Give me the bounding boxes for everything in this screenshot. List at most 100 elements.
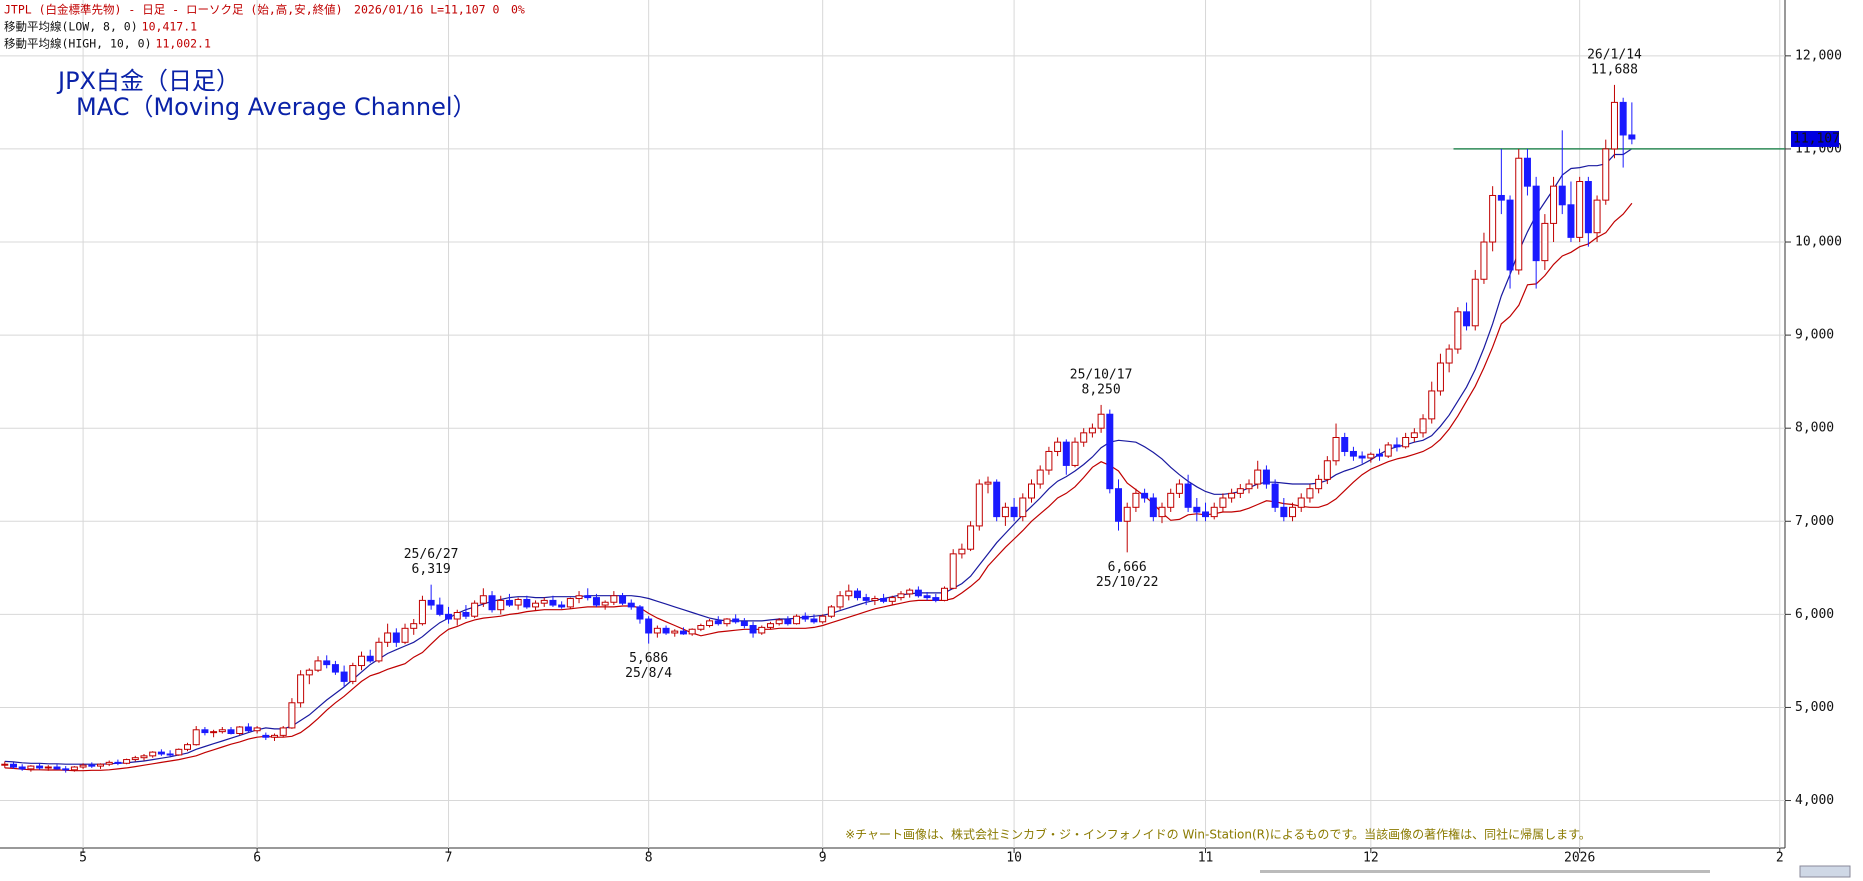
candle-body xyxy=(1515,157,1523,271)
candle-body xyxy=(558,604,566,608)
candle-body xyxy=(149,751,157,757)
candle-body xyxy=(993,481,1001,518)
candle-body xyxy=(1384,444,1392,457)
x-tick-label: 6 xyxy=(253,851,261,866)
candle-body xyxy=(619,595,627,604)
candle-body xyxy=(1541,222,1549,262)
candle-body xyxy=(1001,506,1009,518)
footnote: ※チャート画像は、株式会社ミンカブ・ジ・インフォノイドの Win-Station… xyxy=(845,827,1591,842)
candle-body xyxy=(1349,450,1357,457)
scrollbar[interactable] xyxy=(1260,870,1710,873)
candle-body xyxy=(1,763,9,766)
candle-body xyxy=(1376,453,1384,457)
candle-body xyxy=(1071,441,1079,466)
candle-body xyxy=(888,597,896,602)
annotation-value: 6,319 xyxy=(412,562,451,577)
candle-body xyxy=(740,621,748,627)
candle-body xyxy=(410,623,418,629)
y-tick-label: 6,000 xyxy=(1795,607,1834,622)
candle-body xyxy=(514,598,522,606)
candle-body xyxy=(253,727,261,732)
candle-body xyxy=(793,615,801,625)
candle-body xyxy=(1619,101,1627,136)
candle-body xyxy=(801,615,809,620)
candle-body xyxy=(427,599,435,606)
candle-body xyxy=(1297,497,1305,508)
candle-body xyxy=(723,618,731,625)
x-tick-label: 2 xyxy=(1776,851,1784,866)
annotation-value: 8,250 xyxy=(1082,382,1121,397)
candle-body xyxy=(1428,390,1436,420)
candle-body xyxy=(871,598,879,601)
candle-body xyxy=(70,766,78,771)
candle-body xyxy=(140,755,148,759)
candle-body xyxy=(836,595,844,608)
candle-body xyxy=(958,548,966,555)
candle-body xyxy=(479,595,487,604)
candle-body xyxy=(1228,492,1236,499)
candle-body xyxy=(1419,418,1427,434)
x-tick-label: 8 xyxy=(645,851,653,866)
candle-body xyxy=(271,734,279,738)
y-tick-label: 12,000 xyxy=(1795,48,1842,63)
candle-body xyxy=(532,602,540,608)
candle-body xyxy=(210,731,218,734)
candle-body xyxy=(914,589,922,597)
candle-body xyxy=(1149,497,1157,518)
candle-body xyxy=(445,613,453,620)
candle-body xyxy=(349,665,357,682)
candle-body xyxy=(1088,427,1096,434)
chart-subtitle: MAC（Moving Average Channel） xyxy=(76,93,477,121)
last-price-label: 11,107 xyxy=(1793,131,1840,146)
candle-body xyxy=(114,761,122,764)
candle-body xyxy=(1289,506,1297,518)
candle-body xyxy=(244,726,252,732)
candle-body xyxy=(358,655,366,667)
candle-body xyxy=(636,606,644,620)
last-price-box xyxy=(1791,130,1839,147)
candle-body xyxy=(601,601,609,606)
candle-body xyxy=(1532,185,1540,262)
y-tick-label: 5,000 xyxy=(1795,700,1834,715)
candle-body xyxy=(1036,469,1044,485)
annotation-date: 25/10/17 xyxy=(1070,367,1133,382)
candle-body xyxy=(96,763,104,767)
candle-body xyxy=(984,481,992,485)
candle-body xyxy=(1480,241,1488,280)
candle-body xyxy=(53,766,61,770)
candle-body xyxy=(540,599,548,604)
candle-body xyxy=(123,759,131,764)
y-tick-label: 9,000 xyxy=(1795,328,1834,343)
candle-body xyxy=(967,525,975,550)
candle-body xyxy=(1019,497,1027,518)
moving-average-line xyxy=(4,148,1633,765)
candle-body xyxy=(192,729,200,746)
annotation-date: 25/8/4 xyxy=(625,666,672,681)
candle-body xyxy=(1506,199,1514,271)
candle-body xyxy=(880,598,888,602)
candle-body xyxy=(1123,506,1131,522)
candle-body xyxy=(1245,483,1253,490)
candle-body xyxy=(1593,199,1601,234)
candle-body xyxy=(1236,488,1244,494)
x-tick-label: 2026 xyxy=(1564,851,1595,866)
x-tick-label: 10 xyxy=(1006,851,1022,866)
x-tick-label: 11 xyxy=(1198,851,1214,866)
candle-body xyxy=(1602,148,1610,201)
candle-body xyxy=(1550,185,1558,224)
candle-body xyxy=(79,764,87,768)
candle-body xyxy=(1567,204,1575,238)
x-tick-label: 12 xyxy=(1363,851,1379,866)
zoom-buttons[interactable] xyxy=(1799,865,1851,878)
candle-body xyxy=(1628,134,1636,140)
candle-body xyxy=(645,618,653,634)
annotation-date: 25/10/22 xyxy=(1096,575,1159,590)
candle-body xyxy=(36,765,44,769)
candle-body xyxy=(1167,492,1175,508)
candle-body xyxy=(1489,194,1497,243)
candle-body xyxy=(810,618,818,623)
candle-body xyxy=(940,587,948,601)
candle-body xyxy=(523,598,531,608)
candle-body xyxy=(1097,413,1105,429)
